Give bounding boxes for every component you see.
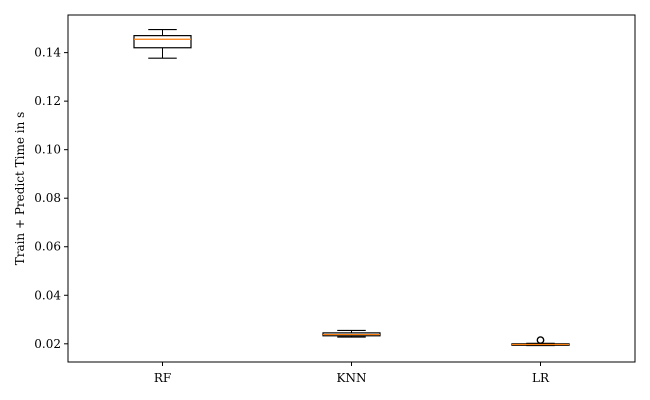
y-tick-label: 0.08 <box>34 191 61 205</box>
box-series <box>133 28 570 347</box>
y-tick-label: 0.06 <box>34 240 61 254</box>
x-tick-label: LR <box>532 371 550 385</box>
y-axis: 0.02 0.04 0.06 0.08 0.10 0.12 0.14 <box>34 46 68 351</box>
y-tick-label: 0.14 <box>34 46 61 60</box>
x-axis: RF KNN LR <box>154 362 550 385</box>
y-tick-label: 0.02 <box>34 337 61 351</box>
x-tick-label: KNN <box>337 371 367 385</box>
y-tick-label: 0.12 <box>34 94 61 108</box>
iqr-box <box>133 35 192 49</box>
box-lr <box>511 336 570 347</box>
box-knn <box>322 329 381 338</box>
y-axis-label: Train + Predict Time in s <box>13 112 27 266</box>
box-rf <box>133 28 192 59</box>
outlier-point <box>536 336 545 345</box>
x-tick-label: RF <box>154 371 171 385</box>
y-tick-label: 0.04 <box>34 288 61 302</box>
plot-area <box>68 15 635 362</box>
y-tick-label: 0.10 <box>34 143 61 157</box>
plot-frame <box>67 14 636 363</box>
